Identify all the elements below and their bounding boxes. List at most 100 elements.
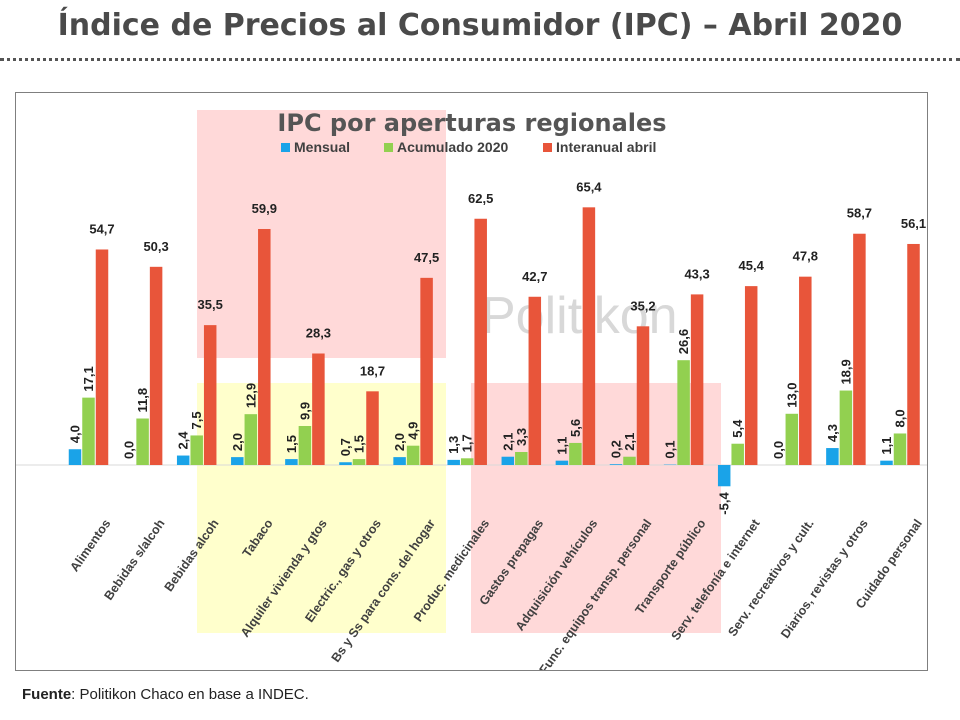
data-label-interanual-8: 62,5 [468,191,493,206]
category-label-1: Alimentos [67,517,113,575]
data-label-acumulado-16: 8,0 [893,409,908,427]
data-label-acumulado-5: 9,9 [297,402,312,420]
data-label-mensual-11: 0,2 [609,440,624,458]
bar-interanual-6 [366,391,379,465]
bar-interanual-5 [312,353,325,465]
legend-label-1: Mensual [294,139,350,155]
bar-interanual-13 [744,286,758,465]
bar-interanual-3 [203,325,217,465]
data-label-interanual-10: 65,4 [576,179,602,194]
data-label-acumulado-2: 11,8 [135,388,150,413]
bar-acumulado-13 [731,443,744,465]
data-label-acumulado-6: 1,5 [352,435,367,453]
bar-acumulado-4 [244,414,258,465]
data-label-interanual-4: 59,9 [252,201,277,216]
data-label-acumulado-9: 3,3 [514,428,529,446]
data-label-mensual-2: 0,0 [122,441,137,459]
page-title: Índice de Precios al Consumidor (IPC) – … [57,8,903,43]
data-label-mensual-16: 1,1 [879,437,894,455]
data-label-interanual-5: 28,3 [306,325,331,340]
data-label-interanual-6: 18,7 [360,363,385,378]
chart-title: IPC por aperturas regionales [277,109,666,137]
data-label-interanual-14: 47,8 [793,249,818,264]
bar-interanual-1 [95,249,109,465]
bar-acumulado-3 [190,435,203,465]
bar-acumulado-16 [893,433,907,465]
bar-mensual-1 [68,449,82,465]
bar-acumulado-12 [677,360,690,465]
bar-mensual-4 [231,457,244,465]
data-label-mensual-15: 4,3 [825,424,840,442]
bar-interanual-4 [258,228,271,465]
data-label-acumulado-4: 12,9 [243,383,258,408]
bar-mensual-6 [339,462,352,465]
bar-acumulado-14 [785,413,799,465]
bar-acumulado-11 [623,456,636,465]
bar-mensual-9 [501,456,515,465]
bar-acumulado-7 [406,445,420,465]
data-label-mensual-8: 1,3 [446,436,461,454]
bar-acumulado-8 [460,458,474,465]
data-label-interanual-15: 58,7 [847,206,872,221]
data-label-acumulado-12: 26,6 [676,329,691,354]
bar-mensual-7 [393,457,406,465]
bar-interanual-12 [690,294,704,465]
bar-mensual-16 [880,460,893,465]
data-label-mensual-5: 1,5 [284,435,299,453]
data-label-acumulado-8: 1,7 [460,434,475,452]
data-label-mensual-9: 2,1 [500,433,515,451]
bar-interanual-7 [420,277,433,465]
source-label: Fuente [22,686,72,703]
data-label-acumulado-10: 5,6 [568,419,583,437]
data-label-interanual-7: 47,5 [414,250,439,265]
category-label-2: Bebidas s/alcoh [101,517,167,603]
bar-acumulado-2 [136,418,149,465]
data-label-interanual-9: 42,7 [522,269,547,284]
bar-acumulado-1 [82,397,95,465]
bar-interanual-9 [528,296,542,465]
bar-interanual-10 [582,207,596,465]
source-text: : Politikon Chaco en base a INDEC. [71,686,309,703]
bar-interanual-15 [853,233,866,465]
data-label-acumulado-13: 5,4 [730,419,745,438]
data-label-acumulado-7: 4,9 [406,422,421,440]
data-label-interanual-13: 45,4 [739,258,765,273]
data-label-mensual-7: 2,0 [392,433,407,451]
data-label-acumulado-1: 17,1 [81,366,96,391]
bar-mensual-3 [176,455,190,465]
bar-mensual-8 [447,459,460,465]
bar-interanual-16 [907,243,920,465]
bar-acumulado-6 [352,459,366,465]
highlight-region-red-top [197,110,446,358]
legend-label-3: Interanual abril [556,139,656,155]
bar-acumulado-10 [569,442,582,465]
bar-mensual-15 [826,448,839,465]
data-label-acumulado-3: 7,5 [189,411,204,429]
data-label-interanual-16: 56,1 [901,216,926,231]
bar-acumulado-9 [515,451,528,465]
bar-mensual-11 [609,464,623,465]
data-label-interanual-12: 43,3 [684,266,709,281]
data-label-interanual-11: 35,2 [630,298,655,313]
data-label-mensual-3: 2,4 [176,431,191,450]
data-label-acumulado-14: 13,0 [784,382,799,407]
legend-label-2: Acumulado 2020 [397,139,508,155]
legend-swatch-3 [543,143,552,152]
data-label-mensual-14: 0,0 [771,441,786,459]
legend-swatch-1 [281,143,290,152]
data-label-mensual-10: 1,1 [554,437,569,455]
data-label-mensual-6: 0,7 [338,438,353,456]
source-note: Fuente: Politikon Chaco en base a INDEC. [22,686,309,703]
title-divider [0,58,960,61]
bar-mensual-13 [717,465,731,487]
bar-interanual-14 [799,276,812,465]
bar-acumulado-5 [298,425,312,465]
data-label-interanual-3: 35,5 [198,297,223,312]
data-label-acumulado-11: 2,1 [622,433,637,451]
legend-swatch-2 [384,143,393,152]
bar-mensual-5 [285,459,298,465]
data-label-mensual-13: -5,4 [717,492,732,515]
bar-acumulado-15 [839,390,853,465]
bar-interanual-2 [149,266,163,465]
